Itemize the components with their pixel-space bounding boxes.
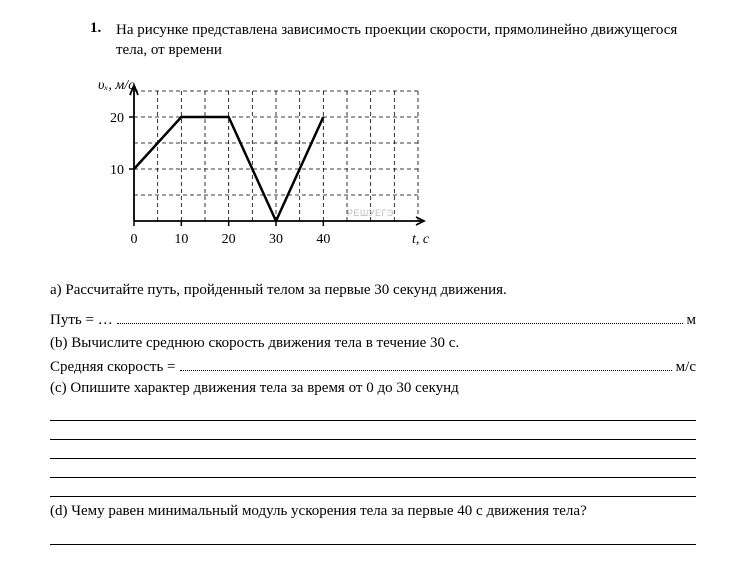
path-blank[interactable] — [117, 312, 683, 324]
path-unit: м — [687, 312, 697, 329]
answer-line[interactable] — [50, 442, 696, 459]
svg-text:10: 10 — [174, 232, 188, 247]
problem-text: На рисунке представлена зависимость прое… — [116, 20, 696, 61]
svg-text:0: 0 — [131, 232, 138, 247]
svg-text:20: 20 — [222, 232, 236, 247]
velocity-chart: РЕШУЕГЭ 0 10 20 30 40 10 20 υₓ, м/c t, c — [68, 71, 696, 266]
avg-speed-unit: м/с — [676, 359, 696, 376]
question-a-prompt: a) Рассчитайте путь, пройденный телом за… — [50, 280, 696, 300]
question-a-answer-row: Путь = … м — [50, 312, 696, 329]
svg-text:РЕШУЕГЭ: РЕШУЕГЭ — [347, 207, 394, 217]
problem-number: 1. — [90, 20, 116, 61]
question-b-prompt: (b) Вычислите среднюю скорость движения … — [50, 333, 696, 353]
answer-line[interactable] — [50, 461, 696, 478]
svg-text:20: 20 — [110, 111, 124, 126]
problem-header: 1. На рисунке представлена зависимость п… — [90, 20, 696, 61]
svg-text:10: 10 — [110, 163, 124, 178]
answer-line[interactable] — [50, 423, 696, 440]
question-c-prompt: (c) Опишите характер движения тела за вр… — [50, 378, 696, 398]
svg-text:40: 40 — [316, 232, 330, 247]
avg-speed-label: Средняя скорость = — [50, 359, 176, 376]
avg-speed-blank[interactable] — [180, 359, 672, 371]
svg-text:t, c: t, c — [412, 232, 430, 247]
svg-text:30: 30 — [269, 232, 283, 247]
answer-line[interactable] — [50, 480, 696, 497]
question-d-prompt: (d) Чему равен минимальный модуль ускоре… — [50, 501, 696, 521]
path-label: Путь = … — [50, 312, 113, 329]
answer-line[interactable] — [50, 404, 696, 421]
question-b-answer-row: Средняя скорость = м/с — [50, 359, 696, 376]
answer-line[interactable] — [50, 528, 696, 545]
chart-svg: РЕШУЕГЭ 0 10 20 30 40 10 20 υₓ, м/c t, c — [68, 71, 458, 261]
svg-text:υₓ, м/c: υₓ, м/c — [98, 78, 135, 93]
